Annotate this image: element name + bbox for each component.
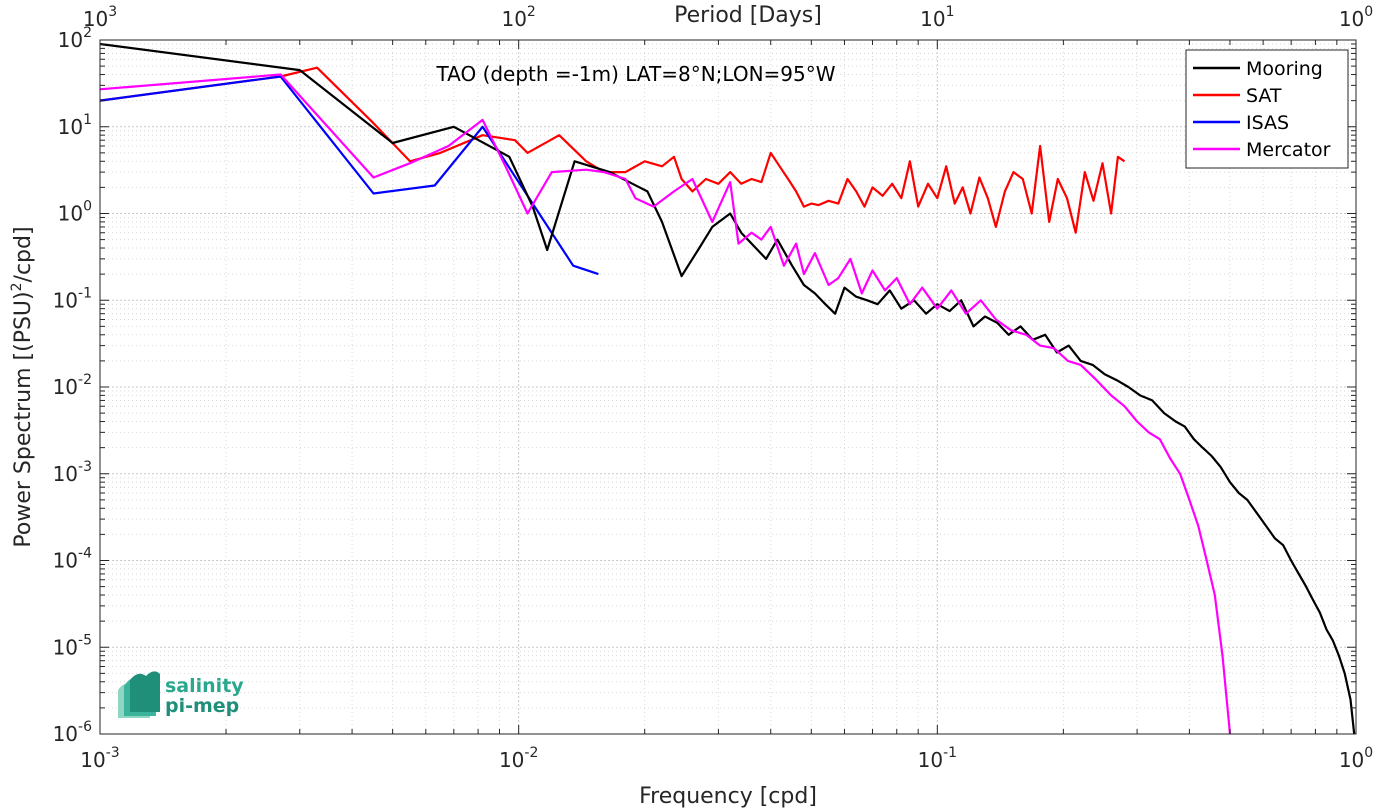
- y-tick-base: 10: [53, 288, 78, 312]
- y-tick-exp: -6: [78, 719, 92, 735]
- y-tick-base: 10: [58, 202, 83, 226]
- x-tick-base: 10: [80, 748, 105, 772]
- legend-label-mooring: Mooring: [1246, 58, 1323, 80]
- x-tick-label: 10-2: [499, 745, 538, 772]
- y-tick-exp: 1: [83, 112, 92, 128]
- series-line-mercator: [99, 73, 1232, 735]
- legend-label-sat: SAT: [1246, 85, 1282, 107]
- x2-tick-exp: 2: [527, 4, 536, 20]
- x2-tick-exp: 3: [108, 4, 117, 20]
- tick-marks: [99, 39, 1357, 735]
- x-axis-title: Frequency [cpd]: [639, 784, 817, 809]
- y-tick-base: 10: [58, 28, 83, 52]
- x2-tick-base: 10: [83, 7, 108, 31]
- x-tick-exp: -2: [524, 745, 538, 761]
- x-tick-base: 10: [918, 748, 943, 772]
- series-lines: [99, 42, 1356, 735]
- salinity-pi-mep-logo: salinity pi-mep: [118, 671, 244, 718]
- y-tick-label: 10-1: [53, 285, 92, 312]
- y-tick-base: 10: [53, 549, 78, 573]
- y-tick-exp: -5: [78, 632, 92, 648]
- x-tick-exp: -3: [106, 745, 120, 761]
- y-tick-base: 10: [53, 375, 78, 399]
- legend-label-isas: ISAS: [1246, 112, 1289, 134]
- x2-tick-exp: 0: [1364, 4, 1373, 20]
- logo-icon: [118, 671, 160, 718]
- x2-tick-label: 100: [1339, 4, 1373, 31]
- y-tick-exp: -4: [78, 546, 92, 562]
- y-tick-base: 10: [53, 722, 78, 746]
- y-tick-label: 10-6: [53, 719, 93, 746]
- legend-items: Mooring SAT ISAS Mercator: [1193, 58, 1331, 161]
- legend: Mooring SAT ISAS Mercator: [1185, 49, 1349, 169]
- x-tick-label: 10-3: [80, 745, 119, 772]
- x2-tick-base: 10: [1339, 7, 1364, 31]
- y-tick-base: 10: [53, 462, 78, 486]
- x-tick-label: 10-1: [918, 745, 957, 772]
- y-axis-title: Power Spectrum [(PSU)2/cpd]: [9, 226, 36, 547]
- y-tick-label: 102: [58, 25, 92, 52]
- minor-grid: [100, 40, 1356, 734]
- logo-text-pi-mep: pi-mep: [165, 695, 239, 717]
- x2-axis-title: Period [Days]: [674, 3, 822, 28]
- plot-area: [99, 39, 1357, 735]
- y-tick-base: 10: [58, 115, 83, 139]
- y-tick-label: 101: [58, 112, 92, 139]
- y-tick-label: 10-3: [53, 459, 92, 486]
- x-tick-exp: -1: [943, 745, 957, 761]
- x-tick-base: 10: [1339, 748, 1364, 772]
- y-tick-exp: -1: [78, 285, 92, 301]
- series-line-isas: [99, 75, 599, 276]
- logo-text-salinity: salinity: [165, 675, 244, 697]
- y-tick-label: 10-5: [53, 632, 92, 659]
- x-tick-label: 100: [1339, 745, 1373, 772]
- y-tick-label: 100: [58, 199, 92, 226]
- x2-tick-label: 102: [501, 4, 535, 31]
- x-tick-base: 10: [499, 748, 524, 772]
- y-tick-label: 10-2: [53, 372, 92, 399]
- y-tick-label: 10-4: [53, 546, 93, 573]
- y-tick-exp: -3: [78, 459, 92, 475]
- x2-tick-base: 10: [920, 7, 945, 31]
- x2-tick-labels: 103 102 101 100: [83, 4, 1373, 31]
- y-tick-exp: -2: [78, 372, 92, 388]
- x2-tick-label: 101: [920, 4, 954, 31]
- x2-tick-exp: 1: [946, 4, 955, 20]
- y-tick-exp: 2: [83, 25, 92, 41]
- y-tick-exp: 0: [83, 199, 92, 215]
- y-tick-base: 10: [53, 635, 78, 659]
- y-axis-title-end: /cpd]: [11, 226, 36, 282]
- y-axis-title-sup: 2: [9, 282, 25, 291]
- series-line-mooring: [99, 42, 1356, 735]
- chart-title: TAO (depth =-1m) LAT=8°N;LON=95°W: [435, 62, 835, 86]
- x-tick-exp: 0: [1364, 745, 1373, 761]
- legend-label-mercator: Mercator: [1246, 139, 1331, 161]
- y-axis-title-main: Power Spectrum [(PSU): [11, 291, 36, 547]
- x2-tick-label: 103: [83, 4, 117, 31]
- x2-tick-base: 10: [501, 7, 526, 31]
- x-tick-labels: 10-3 10-2 10-1 100: [80, 745, 1373, 772]
